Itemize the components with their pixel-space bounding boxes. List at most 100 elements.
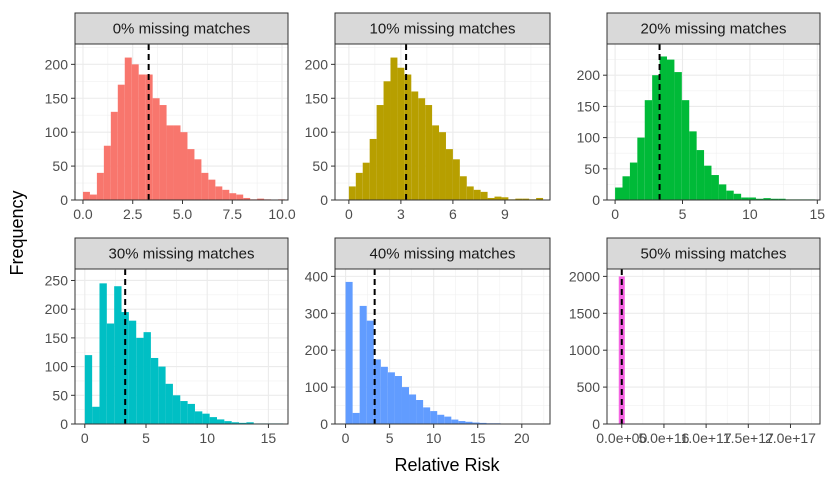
panel-3-histogram-bar [150, 357, 159, 424]
panel-1-y-tick-label: 150 [305, 90, 329, 106]
panel-3-histogram-bar [194, 411, 203, 424]
panel-1-x-tick-label: 9 [501, 206, 509, 222]
panel-3-y-tick-label: 0 [60, 416, 68, 432]
panel-2-x-tick-label: 10 [742, 206, 758, 222]
panel-0-panel-border [74, 43, 289, 201]
panel-0-x-tick-label: 0.0 [73, 206, 93, 222]
panel-1-histogram-bar [355, 172, 363, 200]
panel-1-histogram-bar [383, 81, 391, 200]
panel-0-histogram-bar [124, 57, 132, 200]
panel-3-histogram-bar [165, 383, 173, 424]
panel-3-histogram-bar [172, 395, 181, 424]
panel-2-histogram-bar [622, 176, 630, 200]
panel-5-group: 50% missing matches 0.0e+005.0e+161.0e+17… [569, 237, 821, 446]
panel-3-panel-border [74, 268, 289, 425]
panel-4-histogram-bar [472, 422, 480, 424]
panel-1-histogram-bar [376, 105, 384, 200]
panel-4-histogram-bar [444, 416, 452, 424]
panel-3-x-tick-label: 10 [199, 430, 215, 446]
panel-0-histogram-bar [222, 189, 230, 200]
panel-3-histogram-bar [231, 422, 240, 424]
panel-0-histogram-bar [138, 74, 146, 200]
panel-1-histogram-bar [404, 74, 412, 200]
panel-1-x-tick-label: 0 [345, 206, 353, 222]
panel-2-panel-border [606, 43, 821, 201]
panel-0-histogram-bar [229, 193, 237, 200]
panel-1-histogram-bar [522, 198, 530, 200]
panel-2-histogram-bar [726, 190, 734, 200]
panel-2-histogram-bar [778, 198, 786, 200]
panel-1-histogram-bar [494, 196, 502, 200]
panel-4-strip [334, 237, 551, 270]
panel-0-histogram-bar [166, 125, 174, 200]
panel-5-y-tick-label: 2000 [569, 268, 600, 284]
panel-2-histogram-bar [637, 137, 645, 200]
panel-0-histogram-bar [96, 172, 104, 200]
panel-2-histogram-bar [659, 56, 667, 201]
panel-3-y-tick-label: 150 [45, 330, 69, 346]
panel-2-histogram-bar [696, 150, 705, 200]
panel-2-y-tick-label: 50 [584, 161, 600, 177]
panel-0-histogram-bar [243, 197, 251, 200]
panel-3-histogram-bar [217, 419, 225, 424]
panel-0-histogram-bar [131, 64, 139, 200]
panel-3-histogram-bar [121, 312, 129, 424]
panel-3-y-tick-label: 250 [45, 272, 69, 288]
panel-0-histogram-bar [257, 198, 265, 200]
panel-0-strip-title: 0% missing matches [113, 21, 251, 38]
panel-2-y-tick-label: 0 [592, 192, 600, 208]
panel-3-y-tick-label: 200 [45, 301, 69, 317]
panel-0-histogram-bar [89, 194, 97, 200]
panel-2-histogram-bar [644, 100, 653, 200]
panel-5-y-tick-label: 0 [592, 416, 600, 432]
panel-2-histogram-bar [652, 75, 660, 200]
panel-4-histogram-bar [437, 414, 445, 424]
panel-4-y-tick-label: 100 [305, 379, 329, 395]
panel-3-histogram-bar [246, 422, 254, 424]
panel-5-x-tick-label: 5.0e+16 [638, 430, 689, 446]
panel-2-histogram-bar [689, 131, 697, 200]
panel-0-strip [74, 12, 289, 45]
panel-4-panel-border [334, 268, 551, 425]
panel-1-histogram-bar [487, 197, 495, 200]
panel-2-x-tick-label: 0 [611, 206, 619, 222]
panel-3-histogram-bar [84, 355, 93, 424]
panel-2-histogram-bar [674, 72, 682, 200]
panel-1-group: 10% missing matches 0 3 6 9 0 50 100 150 200 [305, 12, 551, 222]
panel-2-y-tick-label: 150 [577, 98, 601, 114]
panel-1-histogram-bar [445, 149, 453, 200]
panel-4-x-tick-label: 15 [470, 430, 486, 446]
panel-1-y-tick-label: 200 [305, 56, 329, 72]
panel-3-x-tick-label: 5 [142, 430, 150, 446]
panel-5-x-tick-label: 1.5e+17 [723, 430, 774, 446]
panel-3-histogram-bar [158, 366, 166, 424]
panel-4-histogram-bar [409, 394, 417, 424]
panel-1-histogram-bar [501, 197, 509, 200]
panel-1-histogram-bar [452, 159, 460, 200]
panel-5-y-tick-label: 500 [577, 379, 601, 395]
panel-3-x-tick-label: 15 [261, 430, 277, 446]
panel-0-histogram-bar [152, 98, 160, 200]
panel-4-histogram-bar [373, 359, 381, 424]
panel-2-histogram-bar [615, 187, 623, 200]
panel-4-histogram-bar [366, 320, 374, 424]
panel-0-y-tick-label: 200 [45, 56, 69, 72]
panel-5-strip [606, 237, 821, 270]
panel-4-histogram-bar [479, 422, 487, 424]
panel-3-histogram-bar [180, 401, 188, 424]
panel-4-y-tick-label: 400 [305, 268, 329, 284]
panel-1-y-tick-label: 100 [305, 124, 329, 140]
panel-0-group: 0% missing matches 0.0 2.5 5.0 7.5 10.0 0 50 100… [45, 12, 296, 222]
panel-4-histogram-bar [423, 407, 431, 424]
panel-3-histogram-bar [202, 413, 210, 424]
panel-1-histogram-bar [432, 125, 440, 200]
panel-1-y-tick-label: 0 [320, 192, 328, 208]
panel-1-histogram-bar [480, 191, 488, 200]
panel-0-x-tick-label: 2.5 [123, 206, 143, 222]
panel-0-y-tick-label: 0 [60, 192, 68, 208]
panel-3-histogram-bar [143, 332, 151, 424]
panel-1-histogram-bar [362, 162, 370, 200]
panel-0-histogram-bar [117, 84, 125, 200]
panel-1-histogram-bar [369, 138, 377, 200]
